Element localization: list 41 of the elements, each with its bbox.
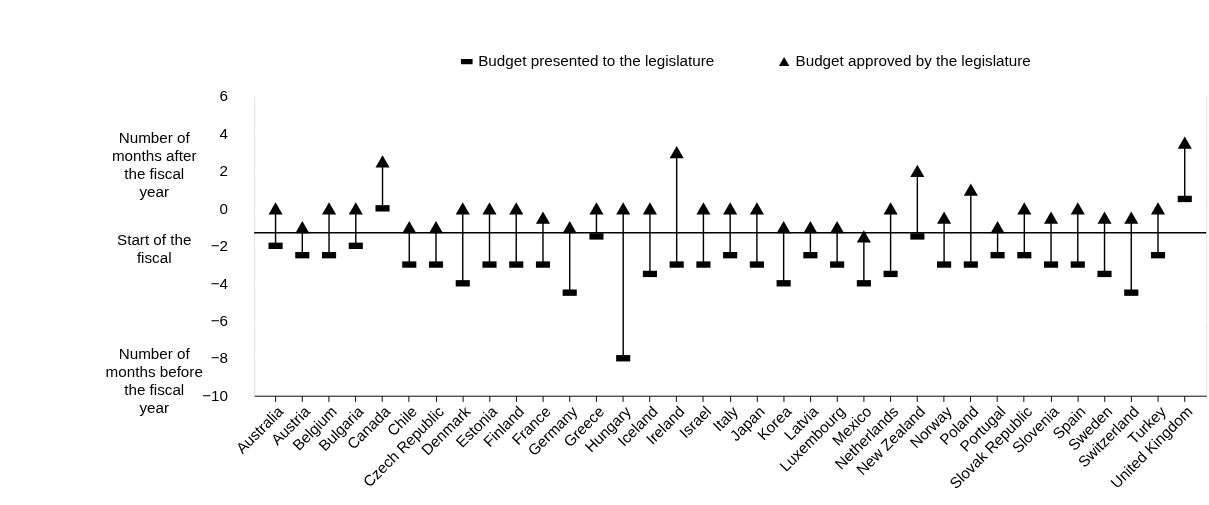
text: Start of the fiscal (116, 230, 192, 266)
point (963, 183, 978, 196)
point (1150, 202, 1166, 215)
point (535, 211, 551, 224)
point (696, 202, 711, 215)
y-tick-label: 4 (219, 124, 229, 142)
y-tick-label: 0 (219, 199, 228, 217)
y-tick-label: −6 (210, 312, 228, 330)
point (1070, 202, 1085, 215)
y-tick-label: 6 (219, 87, 228, 105)
point (375, 155, 390, 168)
point (321, 202, 337, 215)
point (482, 202, 497, 215)
point (589, 202, 604, 215)
point (348, 202, 363, 215)
y-tick-label: −2 (210, 237, 228, 255)
point (642, 202, 657, 215)
point (856, 230, 871, 243)
legend-label: Budget approved by the legislature (795, 52, 1031, 70)
y-tick-label: 2 (219, 162, 228, 180)
point (1017, 202, 1032, 215)
text: Number of months before the fiscal year (105, 344, 203, 416)
legend-label: Budget presented to the legislature (478, 52, 715, 70)
point (268, 202, 283, 215)
point (455, 202, 470, 215)
point (749, 202, 764, 215)
point (937, 211, 952, 224)
point (883, 202, 898, 215)
point (616, 202, 631, 215)
point (910, 164, 925, 177)
point (1124, 211, 1139, 224)
point (669, 145, 684, 159)
point (1043, 211, 1059, 224)
point (1177, 136, 1192, 149)
point (509, 202, 524, 215)
y-tick-label: −10 (202, 386, 228, 404)
text: Number of months after the fiscal year (111, 128, 197, 200)
point (1097, 211, 1112, 224)
point (723, 202, 738, 215)
y-tick-label: −4 (210, 274, 229, 292)
y-tick-label: −8 (210, 349, 228, 367)
